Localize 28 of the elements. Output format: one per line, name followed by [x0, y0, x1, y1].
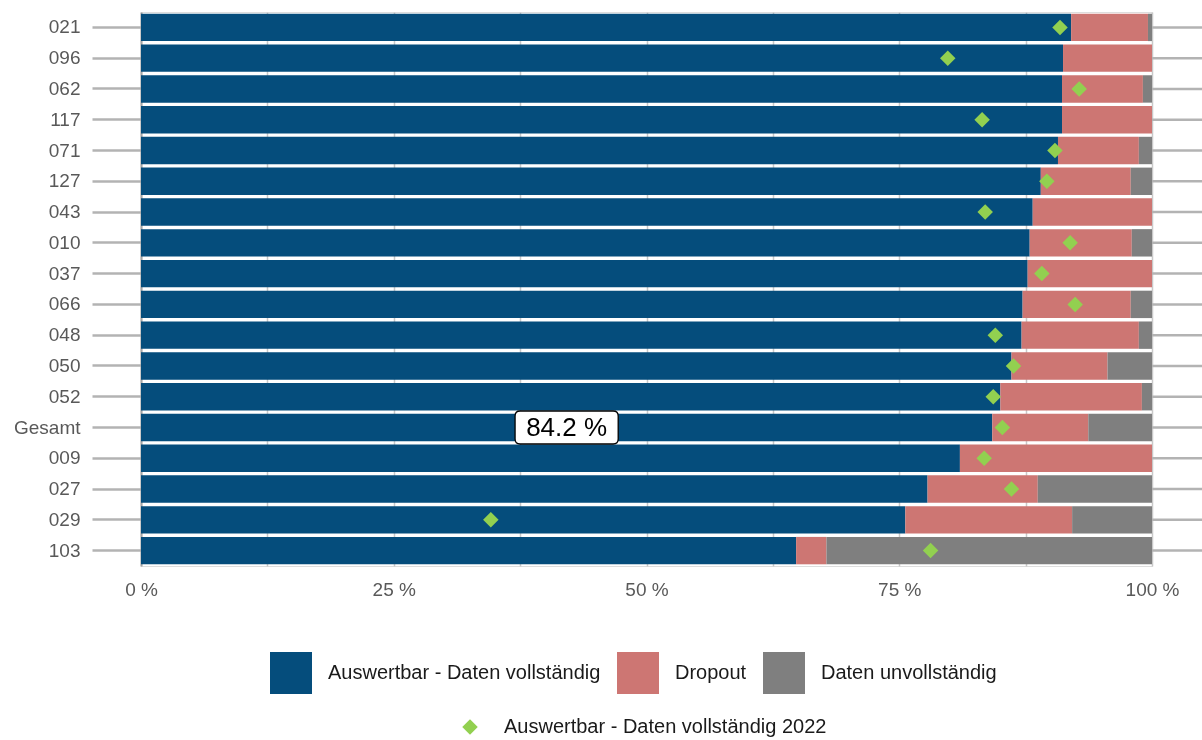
legend-label: Dropout	[675, 661, 747, 683]
y-tick-label: 043	[48, 201, 81, 223]
y-tick-label: 103	[48, 539, 81, 561]
y-tick-label: 117	[50, 108, 81, 130]
y-tick-label: 009	[48, 447, 81, 469]
x-tick-label: 75 %	[878, 578, 922, 600]
x-tick-label: 0 %	[125, 578, 158, 600]
y-tick-label: 037	[48, 262, 81, 284]
y-tick-label: 021	[48, 16, 81, 38]
y-tick-label: 029	[48, 508, 81, 530]
x-tick-label: 25 %	[372, 578, 417, 600]
y-tick-label: 096	[48, 47, 81, 69]
data-label: 84.2 %	[526, 411, 608, 442]
legend-label: Auswertbar - Daten vollständig 2022	[504, 715, 827, 737]
y-tick-label: Gesamt	[13, 416, 82, 438]
y-tick-label: 071	[48, 139, 81, 161]
y-tick-label: 052	[48, 385, 81, 407]
y-tick-label: 127	[48, 170, 81, 192]
legend-label: Daten unvollständig	[821, 661, 997, 683]
legend-label: Auswertbar - Daten vollständig	[328, 661, 601, 683]
y-tick-label: 010	[48, 231, 81, 253]
y-tick-label: 048	[48, 324, 81, 346]
y-tick-label: 050	[48, 354, 81, 376]
y-tick-label: 027	[48, 478, 81, 500]
x-tick-label: 100 %	[1125, 578, 1180, 600]
y-tick-label: 066	[48, 293, 81, 315]
y-tick-label: 062	[48, 77, 81, 99]
x-tick-label: 50 %	[625, 578, 669, 600]
